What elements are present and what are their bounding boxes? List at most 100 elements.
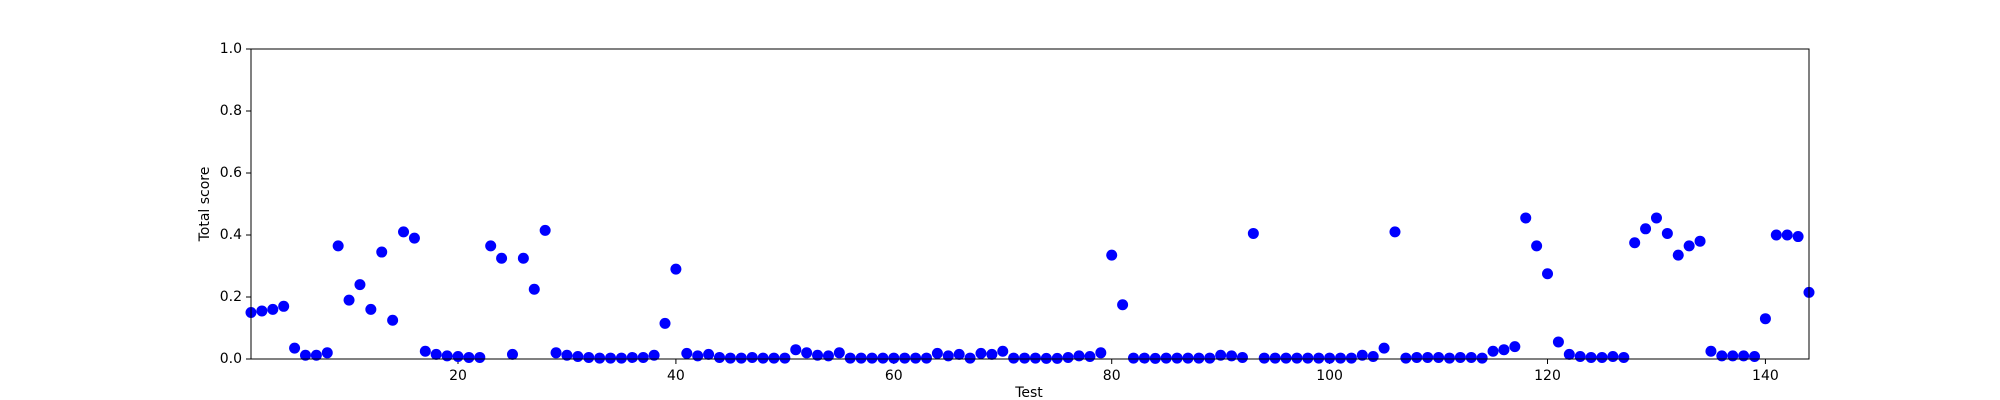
point <box>779 352 791 364</box>
point <box>1367 351 1379 363</box>
point <box>1149 352 1161 364</box>
point <box>975 347 987 359</box>
y-tick-label: 0.0 <box>220 351 242 367</box>
x-tick-label: 60 <box>885 368 903 384</box>
point <box>866 352 878 364</box>
point <box>310 349 322 361</box>
point <box>920 352 932 364</box>
point <box>964 352 976 364</box>
y-tick-label: 0.6 <box>220 165 242 181</box>
x-axis-label: Test <box>1014 385 1043 400</box>
point <box>681 347 693 359</box>
point <box>692 350 704 362</box>
point <box>703 348 715 360</box>
point <box>376 246 388 258</box>
point <box>1378 342 1390 354</box>
point <box>506 348 518 360</box>
point <box>757 352 769 364</box>
point <box>289 342 301 354</box>
point <box>637 351 649 363</box>
point <box>1411 351 1423 363</box>
point <box>670 263 682 275</box>
point <box>1694 235 1706 247</box>
point <box>931 347 943 359</box>
point <box>648 349 660 361</box>
y-axis-label: Total score <box>197 167 213 243</box>
point <box>899 352 911 364</box>
point <box>659 317 671 329</box>
point <box>1226 350 1238 362</box>
point <box>267 303 279 315</box>
y-tick-label: 0.8 <box>220 103 242 119</box>
point <box>1182 352 1194 364</box>
point <box>1040 352 1052 364</box>
point <box>485 240 497 252</box>
point <box>801 347 813 359</box>
point <box>1585 351 1597 363</box>
point <box>539 224 551 236</box>
point <box>365 303 377 315</box>
point <box>1029 352 1041 364</box>
point <box>1749 351 1761 363</box>
point <box>441 350 453 362</box>
point <box>1629 237 1641 249</box>
point <box>1084 351 1096 363</box>
point <box>1661 227 1673 239</box>
point <box>1542 268 1554 280</box>
point <box>626 351 638 363</box>
point <box>1454 351 1466 363</box>
point <box>387 314 399 326</box>
point <box>1302 352 1314 364</box>
point <box>1465 351 1477 363</box>
point <box>833 347 845 359</box>
point <box>299 349 311 361</box>
point <box>1596 351 1608 363</box>
point <box>1618 351 1630 363</box>
point <box>1498 344 1510 356</box>
point <box>496 252 508 264</box>
x-tick-label: 20 <box>449 368 467 384</box>
x-tick-label: 140 <box>1752 368 1779 384</box>
point <box>1258 352 1270 364</box>
point <box>790 344 802 356</box>
point <box>986 348 998 360</box>
point <box>1738 350 1750 362</box>
point <box>1433 351 1445 363</box>
point <box>1204 352 1216 364</box>
point <box>1051 352 1063 364</box>
point <box>343 294 355 306</box>
point <box>1574 351 1586 363</box>
point <box>1716 350 1728 362</box>
point <box>1117 299 1129 311</box>
point <box>594 352 606 364</box>
point <box>605 352 617 364</box>
point <box>1770 229 1782 241</box>
x-tick-label: 100 <box>1316 368 1343 384</box>
point <box>1552 336 1564 348</box>
point <box>1781 229 1793 241</box>
point <box>1324 352 1336 364</box>
x-tick-label: 80 <box>1103 368 1121 384</box>
point <box>1792 231 1804 243</box>
point <box>1138 352 1150 364</box>
point <box>517 252 529 264</box>
point <box>1313 352 1325 364</box>
point <box>321 347 333 359</box>
point <box>1019 352 1031 364</box>
point <box>1727 350 1739 362</box>
x-tick-label: 120 <box>1534 368 1561 384</box>
point <box>1095 347 1107 359</box>
point <box>1335 352 1347 364</box>
point <box>1683 240 1695 252</box>
point <box>888 352 900 364</box>
point <box>1705 345 1717 357</box>
point <box>1531 240 1543 252</box>
point <box>1640 223 1652 235</box>
point <box>1672 249 1684 261</box>
point <box>1280 352 1292 364</box>
point <box>398 226 410 238</box>
point <box>855 352 867 364</box>
point <box>561 349 573 361</box>
